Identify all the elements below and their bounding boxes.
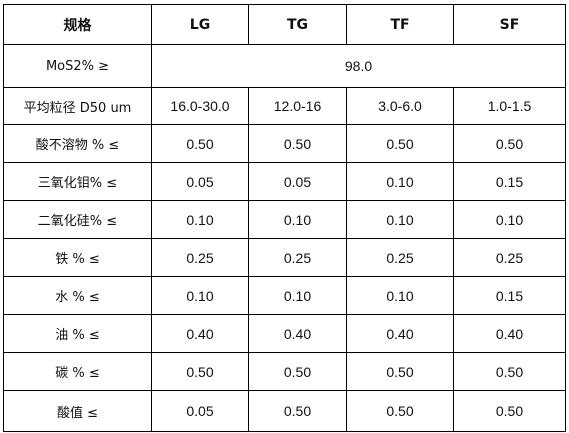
table-cell: 0.50 bbox=[248, 352, 347, 391]
table-row-mos2: MoS2% ≥ 98.0 bbox=[3, 44, 566, 88]
table-cell: 0.05 bbox=[151, 390, 249, 432]
table-cell: 0.50 bbox=[346, 390, 454, 432]
table-row-sio2: 二氧化硅% ≤ 0.10 0.10 0.10 0.10 bbox=[3, 200, 566, 239]
table-cell: 0.50 bbox=[453, 352, 566, 391]
table-cell: 0.10 bbox=[151, 200, 249, 239]
grade-header-sf: SF bbox=[453, 4, 566, 45]
table-cell: 3.0-6.0 bbox=[346, 87, 454, 125]
row-label-acid-value: 酸值 ≤ bbox=[3, 390, 152, 432]
row-label-moo3: 三氧化钼% ≤ bbox=[3, 162, 152, 201]
table-cell: 0.25 bbox=[151, 238, 249, 277]
table-cell: 0.40 bbox=[346, 314, 454, 353]
table-cell: 0.10 bbox=[346, 162, 454, 201]
table-row-oil: 油 % ≤ 0.40 0.40 0.40 0.40 bbox=[3, 314, 566, 353]
table-cell: 1.0-1.5 bbox=[453, 87, 566, 125]
spec-header-label: 规格 bbox=[3, 4, 152, 45]
table-row-acid-value: 酸值 ≤ 0.05 0.50 0.50 0.50 bbox=[3, 390, 566, 432]
table-cell: 0.50 bbox=[151, 352, 249, 391]
grade-header-tg: TG bbox=[248, 4, 347, 45]
row-label-carbon: 碳 % ≤ bbox=[3, 352, 152, 391]
table-row-acid-insoluble: 酸不溶物 % ≤ 0.50 0.50 0.50 0.50 bbox=[3, 124, 566, 163]
spec-table: 规格 LG TG TF SF MoS2% ≥ 98.0 平均粒径 D50 um … bbox=[3, 4, 566, 432]
table-cell: 0.10 bbox=[248, 200, 347, 239]
table-cell: 0.50 bbox=[346, 352, 454, 391]
table-cell: 0.50 bbox=[453, 124, 566, 163]
table-cell: 0.50 bbox=[151, 124, 249, 163]
table-cell: 0.10 bbox=[248, 276, 347, 315]
table-cell: 0.25 bbox=[346, 238, 454, 277]
table-cell: 0.50 bbox=[346, 124, 454, 163]
table-cell: 0.10 bbox=[151, 276, 249, 315]
table-cell: 0.25 bbox=[248, 238, 347, 277]
table-cell: 0.05 bbox=[248, 162, 347, 201]
row-label-mos2: MoS2% ≥ bbox=[3, 44, 152, 88]
table-row-moo3: 三氧化钼% ≤ 0.05 0.05 0.10 0.15 bbox=[3, 162, 566, 201]
table-cell: 0.10 bbox=[453, 200, 566, 239]
row-label-water: 水 % ≤ bbox=[3, 276, 152, 315]
table-cell: 0.15 bbox=[453, 276, 566, 315]
row-label-d50: 平均粒径 D50 um bbox=[3, 87, 152, 125]
table-row-iron: 铁 % ≤ 0.25 0.25 0.25 0.25 bbox=[3, 238, 566, 277]
grade-header-lg: LG bbox=[151, 4, 249, 45]
row-label-acid-insoluble: 酸不溶物 % ≤ bbox=[3, 124, 152, 163]
mos2-value-cell: 98.0 bbox=[151, 44, 566, 88]
header-row: 规格 LG TG TF SF bbox=[3, 4, 566, 45]
table-cell: 0.50 bbox=[453, 390, 566, 432]
table-cell: 0.15 bbox=[453, 162, 566, 201]
row-label-oil: 油 % ≤ bbox=[3, 314, 152, 353]
row-label-iron: 铁 % ≤ bbox=[3, 238, 152, 277]
table-cell: 0.50 bbox=[248, 390, 347, 432]
table-cell: 16.0-30.0 bbox=[151, 87, 249, 125]
table-cell: 0.40 bbox=[151, 314, 249, 353]
table-cell: 0.40 bbox=[248, 314, 347, 353]
table-cell: 12.0-16 bbox=[248, 87, 347, 125]
table-row-d50: 平均粒径 D50 um 16.0-30.0 12.0-16 3.0-6.0 1.… bbox=[3, 87, 566, 125]
table-cell: 0.05 bbox=[151, 162, 249, 201]
table-cell: 0.10 bbox=[346, 276, 454, 315]
grade-header-tf: TF bbox=[346, 4, 454, 45]
table-cell: 0.50 bbox=[248, 124, 347, 163]
table-row-water: 水 % ≤ 0.10 0.10 0.10 0.15 bbox=[3, 276, 566, 315]
table-cell: 0.40 bbox=[453, 314, 566, 353]
table-row-carbon: 碳 % ≤ 0.50 0.50 0.50 0.50 bbox=[3, 352, 566, 391]
row-label-sio2: 二氧化硅% ≤ bbox=[3, 200, 152, 239]
table-cell: 0.10 bbox=[346, 200, 454, 239]
table-cell: 0.25 bbox=[453, 238, 566, 277]
